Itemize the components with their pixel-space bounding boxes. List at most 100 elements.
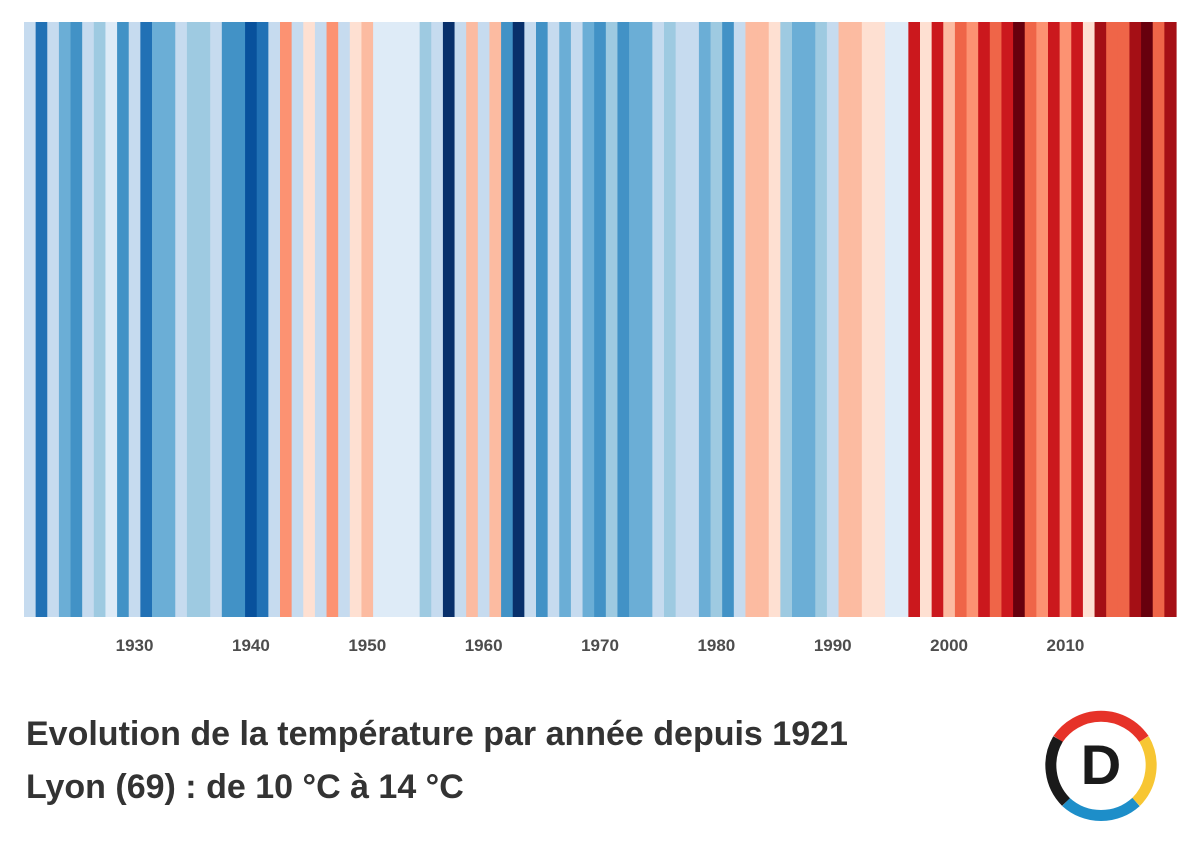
stripe-2009 — [1048, 22, 1061, 617]
stripe-1975 — [652, 22, 665, 617]
stripe-2017 — [1141, 22, 1154, 617]
stripe-1951 — [373, 22, 386, 617]
stripe-1988 — [803, 22, 816, 617]
stripe-1939 — [233, 22, 246, 617]
logo-ring-top-arc — [1053, 710, 1149, 743]
stripe-1957 — [442, 22, 456, 617]
stripe-1984 — [757, 22, 770, 617]
stripe-1927 — [93, 22, 107, 617]
stripes — [24, 22, 1177, 617]
stripe-1929 — [117, 22, 130, 617]
stripe-1949 — [349, 22, 363, 617]
stripe-1979 — [698, 22, 712, 617]
stripe-1968 — [570, 22, 584, 617]
stripe-2004 — [989, 22, 1003, 617]
stripe-1969 — [582, 22, 595, 617]
x-tick-label-2000: 2000 — [930, 636, 968, 655]
chart-title: Evolution de la température par année de… — [26, 715, 848, 753]
stripe-1925 — [70, 22, 83, 617]
stripe-1992 — [850, 22, 863, 617]
x-tick-label-1970: 1970 — [581, 636, 619, 655]
stripe-1950 — [361, 22, 374, 617]
stripe-1942 — [268, 22, 281, 617]
stripe-2000 — [943, 22, 956, 617]
logo-ring-left-arc — [1045, 736, 1071, 806]
stripe-1952 — [384, 22, 397, 617]
stripe-1994 — [873, 22, 886, 617]
brand-logo-icon: D — [1045, 710, 1157, 821]
stripe-1980 — [710, 22, 723, 617]
stripe-1955 — [419, 22, 432, 617]
stripe-1989 — [815, 22, 828, 617]
stripe-2014 — [1106, 22, 1119, 617]
stripe-1933 — [163, 22, 176, 617]
stripe-1924 — [58, 22, 72, 617]
stripe-1981 — [722, 22, 735, 617]
stripe-1995 — [885, 22, 898, 617]
stripe-1977 — [675, 22, 688, 617]
stripe-2005 — [1001, 22, 1014, 617]
chart-subtitle: Lyon (69) : de 10 °C à 14 °C — [26, 768, 464, 806]
stripe-1944 — [291, 22, 304, 617]
stripe-1972 — [617, 22, 630, 617]
stripe-1963 — [512, 22, 525, 617]
stripe-2003 — [978, 22, 991, 617]
x-tick-label-1950: 1950 — [348, 636, 386, 655]
stripe-1973 — [629, 22, 642, 617]
stripe-2013 — [1094, 22, 1107, 617]
x-tick-label-1940: 1940 — [232, 636, 270, 655]
stripe-1997 — [908, 22, 921, 617]
stripe-1961 — [489, 22, 502, 617]
stripe-1976 — [664, 22, 677, 617]
stripe-1958 — [454, 22, 467, 617]
stripe-1985 — [768, 22, 781, 617]
logo-ring-right-arc — [1131, 736, 1157, 806]
stripe-1936 — [198, 22, 211, 617]
stripe-1948 — [338, 22, 351, 617]
stripe-2002 — [966, 22, 979, 617]
stripe-1990 — [826, 22, 840, 617]
caption: Evolution de la température par année de… — [26, 708, 848, 814]
stripe-1931 — [140, 22, 153, 617]
stripe-1974 — [640, 22, 653, 617]
stripe-1937 — [210, 22, 223, 617]
stripe-2019 — [1164, 22, 1177, 617]
stripe-2018 — [1152, 22, 1165, 617]
stripe-1960 — [477, 22, 491, 617]
stripe-1971 — [605, 22, 619, 617]
stripe-1996 — [896, 22, 909, 617]
stripe-2007 — [1024, 22, 1037, 617]
stripe-1956 — [431, 22, 444, 617]
stripe-1934 — [175, 22, 188, 617]
stripe-1986 — [780, 22, 793, 617]
stripe-1982 — [733, 22, 747, 617]
stripe-1930 — [128, 22, 141, 617]
stripe-1946 — [314, 22, 328, 617]
stripe-1991 — [838, 22, 851, 617]
stripe-1978 — [687, 22, 700, 617]
stripe-1966 — [547, 22, 560, 617]
stripe-1970 — [594, 22, 607, 617]
x-axis-ticks: 1930 1940 1950 1960 1970 1980 1990 2000 2010 — [116, 636, 1085, 655]
stripe-2006 — [1013, 22, 1026, 617]
stripe-2001 — [954, 22, 968, 617]
stripe-2016 — [1129, 22, 1142, 617]
stripe-1922 — [35, 22, 48, 617]
stripe-1940 — [245, 22, 258, 617]
stripe-1967 — [559, 22, 572, 617]
stripe-2011 — [1071, 22, 1084, 617]
stripe-1943 — [280, 22, 293, 617]
stripe-1941 — [256, 22, 269, 617]
stripe-1954 — [408, 22, 421, 617]
stripe-1983 — [745, 22, 758, 617]
stripe-1953 — [396, 22, 409, 617]
warming-stripes-chart: 1930 1940 1950 1960 1970 1980 1990 2000 2010 — [24, 22, 1177, 655]
stripe-1923 — [47, 22, 60, 617]
x-tick-label-2010: 2010 — [1047, 636, 1085, 655]
stripe-1965 — [536, 22, 549, 617]
logo-letter: D — [1081, 733, 1121, 796]
stripe-1945 — [303, 22, 316, 617]
stripe-1962 — [501, 22, 514, 617]
logo-ring-bottom-arc — [1062, 797, 1140, 821]
stripe-1928 — [105, 22, 118, 617]
